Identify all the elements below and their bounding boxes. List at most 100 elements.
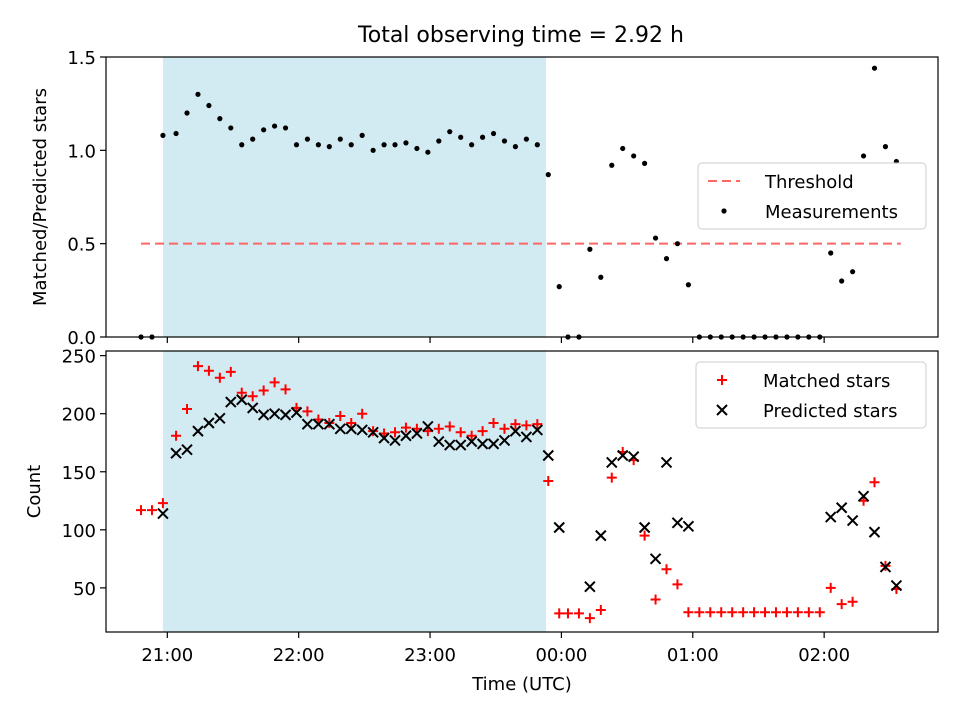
predicted-point (312, 418, 325, 430)
matched-point (672, 579, 683, 590)
matched-point (302, 406, 313, 417)
matched-point (335, 411, 346, 422)
predicted-point (835, 502, 848, 514)
matched-point (357, 408, 368, 419)
y-tick-label: 250 (62, 347, 96, 368)
predicted-point (334, 423, 346, 435)
measurement-point (501, 138, 508, 144)
legend-predicted-icon (716, 404, 728, 416)
measurement-point (392, 142, 398, 148)
matched-point (792, 607, 803, 618)
matched-point (694, 607, 705, 618)
measurement-point (882, 144, 889, 150)
measurement-point (598, 274, 604, 280)
predicted-point (606, 456, 618, 469)
predicted-point (487, 438, 500, 450)
predicted-point (157, 507, 169, 520)
measurement-point (850, 269, 856, 275)
predicted-point (868, 526, 881, 538)
predicted-point (268, 407, 281, 420)
matched-point (836, 599, 847, 610)
matched-point (521, 420, 532, 431)
matched-point (825, 582, 836, 593)
matched-point (869, 477, 880, 488)
predicted-point (595, 529, 607, 542)
matched-point (466, 430, 477, 441)
x-tick-label: 23:00 (404, 645, 456, 666)
measurement-point (609, 162, 615, 168)
legend-label: Matched stars (763, 371, 890, 392)
predicted-point (356, 424, 368, 436)
matched-point (727, 607, 738, 618)
y-tick-label: 200 (62, 405, 96, 426)
measurement-point (239, 142, 245, 148)
matched-point (280, 384, 291, 395)
measurement-point (160, 132, 166, 138)
measurement-point (860, 153, 867, 159)
matched-point (716, 607, 727, 618)
measurement-point (871, 65, 878, 71)
predicted-point (879, 561, 892, 573)
predicted-point (323, 418, 336, 430)
legend-box (697, 162, 927, 230)
predicted-point (638, 521, 651, 534)
predicted-point (857, 490, 870, 502)
measurement-point (458, 134, 464, 140)
y-tick-label: 100 (62, 521, 96, 542)
measurement-point (587, 246, 593, 252)
predicted-point (627, 450, 640, 463)
matched-point (554, 608, 565, 619)
measurement-point (184, 110, 190, 116)
predicted-point (671, 517, 684, 529)
measurement-point (228, 125, 234, 131)
top-panel: 0.0 0.5 1.0 1.5 Matched/Predicted stars Thres… (30, 48, 939, 349)
x-tick-label: 21:00 (141, 645, 193, 666)
measurement-point (425, 149, 431, 155)
matched-point (595, 604, 606, 615)
matched-point (488, 417, 499, 428)
matched-point (203, 365, 214, 376)
matched-point (573, 608, 584, 619)
y-tick-label: 0.0 (67, 328, 96, 349)
predicted-point (290, 406, 303, 419)
matched-point (738, 607, 749, 618)
matched-point (683, 607, 694, 618)
measurement-point (173, 130, 179, 137)
matched-point (192, 361, 203, 372)
matched-point (847, 596, 858, 607)
measurement-point (337, 136, 343, 142)
measurement-point (206, 102, 212, 109)
measurement-point (250, 136, 256, 142)
x-tick-label: 00:00 (535, 645, 587, 666)
predicted-point (465, 435, 478, 448)
matched-point (532, 419, 543, 430)
matched-point (803, 607, 814, 618)
series-predicted-stars (157, 394, 903, 593)
predicted-point (649, 553, 662, 565)
measurement-point (685, 282, 692, 288)
measurement-point (315, 142, 321, 148)
predicted-point (378, 432, 390, 444)
matched-point (182, 404, 193, 415)
matched-point (499, 423, 510, 434)
predicted-point (236, 394, 248, 406)
measurement-point (403, 140, 409, 146)
matched-point (760, 607, 771, 618)
measurement-point (523, 136, 529, 142)
measurement-point (674, 241, 681, 247)
predicted-point (214, 412, 226, 425)
measurement-point (545, 172, 551, 178)
measurement-point (326, 144, 332, 150)
observing-interval-shade (162, 57, 547, 337)
matched-point (606, 472, 617, 483)
predicted-point (660, 456, 673, 469)
legend-label: Threshold (764, 172, 854, 193)
measurement-point (652, 235, 659, 241)
x-tick-label: 22:00 (273, 645, 325, 666)
predicted-point (890, 579, 903, 592)
matched-point (770, 607, 781, 618)
predicted-point (279, 409, 292, 421)
measurement-point (642, 160, 648, 166)
matched-point (444, 421, 455, 432)
matched-point (477, 426, 488, 437)
